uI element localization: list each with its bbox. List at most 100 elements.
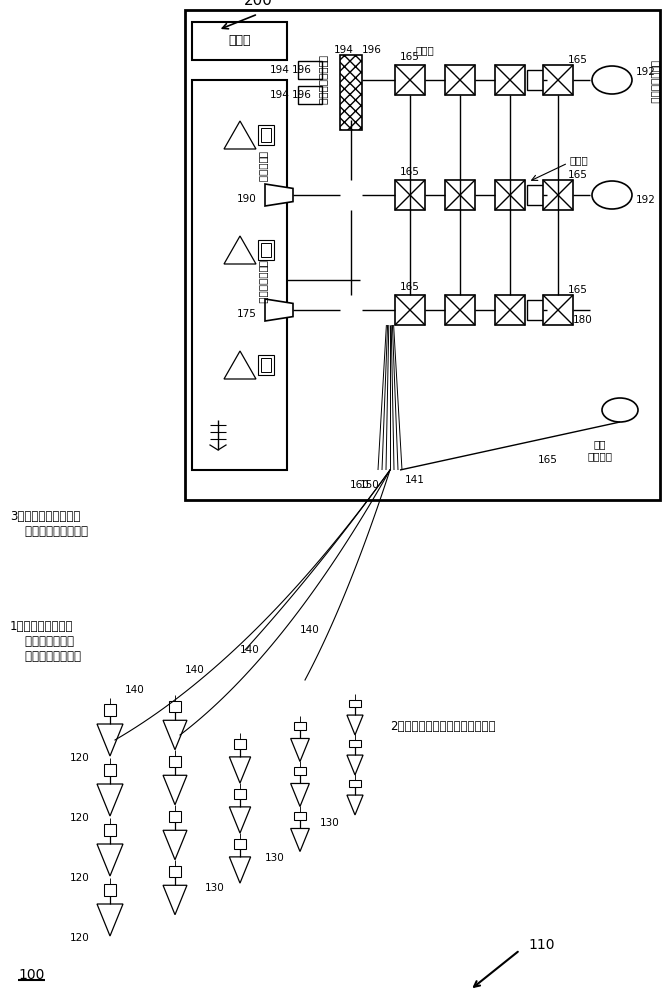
Polygon shape bbox=[229, 857, 251, 883]
Polygon shape bbox=[265, 299, 293, 321]
Text: 200: 200 bbox=[244, 0, 272, 8]
Bar bbox=[298, 61, 322, 79]
Polygon shape bbox=[347, 795, 363, 815]
Polygon shape bbox=[347, 715, 363, 735]
Text: 140: 140 bbox=[125, 685, 145, 695]
Bar bbox=[104, 884, 116, 896]
Text: 分束器: 分束器 bbox=[570, 155, 588, 165]
Bar bbox=[234, 739, 246, 749]
Text: 110: 110 bbox=[528, 938, 554, 952]
Text: 165: 165 bbox=[400, 282, 420, 292]
Text: 194: 194 bbox=[270, 65, 290, 75]
Polygon shape bbox=[163, 885, 187, 915]
Bar bbox=[234, 839, 246, 849]
Bar bbox=[527, 185, 547, 205]
Bar bbox=[395, 180, 425, 210]
Bar bbox=[261, 358, 271, 372]
Text: 165: 165 bbox=[400, 167, 420, 177]
Text: 192: 192 bbox=[636, 67, 656, 77]
Text: 175: 175 bbox=[237, 309, 257, 319]
Bar bbox=[349, 780, 361, 787]
Text: 130: 130 bbox=[320, 818, 340, 828]
Bar bbox=[258, 355, 274, 375]
Text: 120: 120 bbox=[70, 933, 90, 943]
Text: 165: 165 bbox=[538, 455, 558, 465]
Bar bbox=[395, 295, 425, 325]
Bar bbox=[192, 80, 287, 470]
Text: 相位
参考光束: 相位 参考光束 bbox=[588, 439, 613, 461]
Bar bbox=[543, 180, 573, 210]
Bar bbox=[495, 65, 525, 95]
Polygon shape bbox=[224, 121, 256, 149]
Bar bbox=[349, 740, 361, 747]
Bar bbox=[445, 180, 475, 210]
Text: 194: 194 bbox=[334, 45, 354, 55]
Polygon shape bbox=[229, 757, 251, 783]
Bar bbox=[169, 866, 181, 877]
Polygon shape bbox=[163, 720, 187, 750]
Text: 165: 165 bbox=[568, 285, 588, 295]
Bar bbox=[543, 65, 573, 95]
Polygon shape bbox=[291, 828, 309, 852]
Text: 165: 165 bbox=[568, 170, 588, 180]
Text: 196: 196 bbox=[292, 90, 312, 100]
Bar bbox=[234, 789, 246, 799]
Bar bbox=[495, 295, 525, 325]
Bar bbox=[261, 128, 271, 142]
Text: 190: 190 bbox=[237, 194, 257, 204]
Text: 100: 100 bbox=[18, 968, 44, 982]
Bar bbox=[395, 65, 425, 95]
Bar bbox=[261, 243, 271, 257]
Polygon shape bbox=[97, 784, 123, 816]
Text: 120: 120 bbox=[70, 813, 90, 823]
Text: 180: 180 bbox=[573, 315, 593, 325]
Polygon shape bbox=[97, 904, 123, 936]
Text: 192: 192 bbox=[636, 195, 656, 205]
Text: 移相器: 移相器 bbox=[415, 45, 433, 55]
Bar bbox=[445, 295, 475, 325]
Bar bbox=[192, 22, 287, 60]
Text: 130: 130 bbox=[265, 853, 285, 863]
Text: 196: 196 bbox=[292, 65, 312, 75]
Bar bbox=[294, 767, 306, 775]
Bar bbox=[169, 701, 181, 712]
Text: 提示检测器: 提示检测器 bbox=[258, 151, 268, 183]
Text: 140: 140 bbox=[300, 625, 320, 635]
Text: 196: 196 bbox=[362, 45, 382, 55]
Text: 160: 160 bbox=[350, 480, 370, 490]
Text: 处理器: 处理器 bbox=[228, 34, 251, 47]
Bar bbox=[340, 55, 362, 130]
Polygon shape bbox=[291, 738, 309, 762]
Polygon shape bbox=[265, 184, 293, 206]
Polygon shape bbox=[224, 351, 256, 379]
Text: 165: 165 bbox=[568, 55, 588, 65]
Text: 外差式光学参考: 外差式光学参考 bbox=[650, 60, 660, 104]
Bar bbox=[104, 764, 116, 776]
Text: 194: 194 bbox=[270, 90, 290, 100]
Text: 140: 140 bbox=[240, 645, 260, 655]
Bar bbox=[258, 125, 274, 145]
Polygon shape bbox=[97, 844, 123, 876]
Polygon shape bbox=[163, 830, 187, 860]
Bar bbox=[169, 811, 181, 822]
Text: 150: 150 bbox=[360, 480, 380, 490]
Text: 140: 140 bbox=[185, 665, 205, 675]
Text: 165: 165 bbox=[400, 52, 420, 62]
Bar bbox=[258, 240, 274, 260]
Bar bbox=[527, 70, 547, 90]
Text: 141: 141 bbox=[405, 475, 425, 485]
Bar bbox=[298, 86, 322, 104]
Bar bbox=[543, 295, 573, 325]
Text: 宽频带光电二极管: 宽频带光电二极管 bbox=[318, 55, 328, 105]
Bar bbox=[349, 700, 361, 707]
Bar bbox=[104, 704, 116, 716]
Polygon shape bbox=[224, 236, 256, 264]
Bar bbox=[185, 10, 660, 500]
Polygon shape bbox=[97, 724, 123, 756]
Polygon shape bbox=[229, 807, 251, 833]
Bar bbox=[495, 180, 525, 210]
Polygon shape bbox=[347, 755, 363, 775]
Bar bbox=[169, 756, 181, 767]
Text: 120: 120 bbox=[70, 873, 90, 883]
Bar bbox=[445, 65, 475, 95]
